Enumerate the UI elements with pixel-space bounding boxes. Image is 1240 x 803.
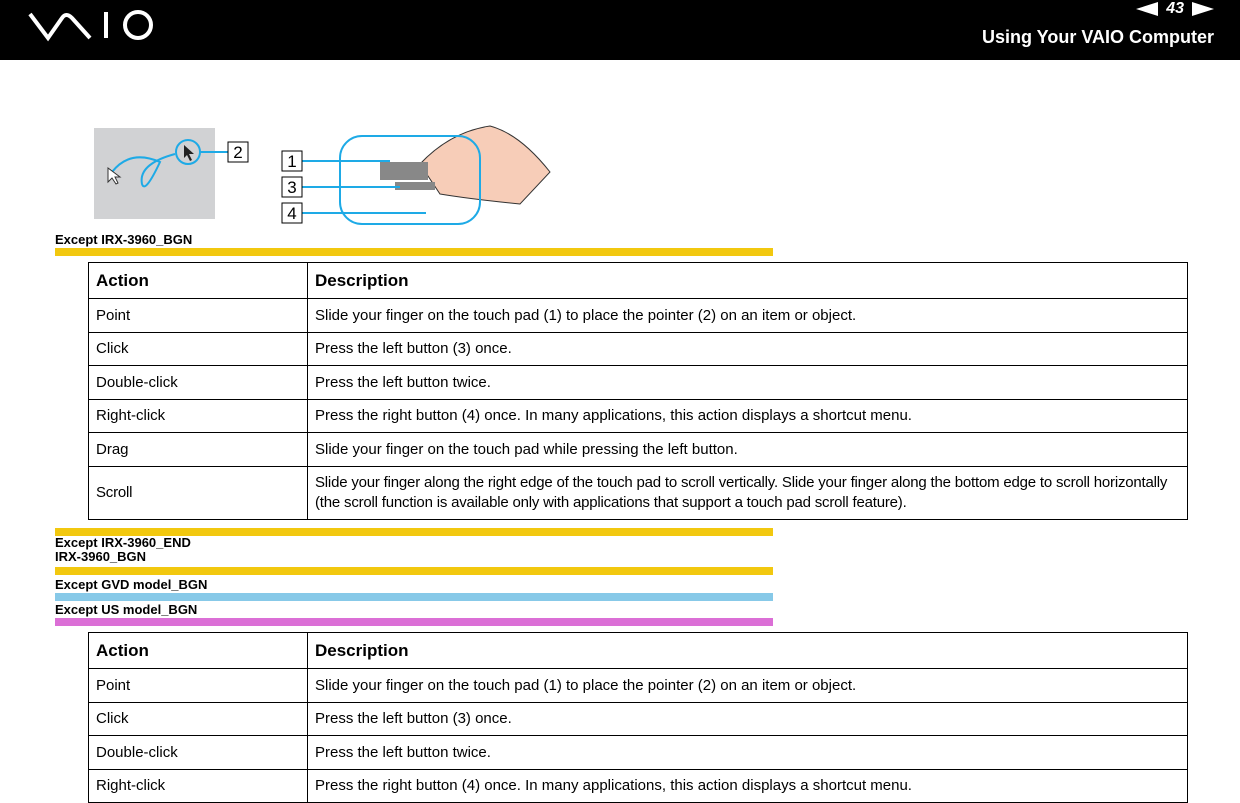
yellow-bar — [55, 528, 773, 536]
marker-except-us-bgn: Except US model_BGN — [55, 602, 198, 617]
section-title: Using Your VAIO Computer — [981, 27, 1214, 47]
table-cell: Slide your finger on the touch pad (1) t… — [307, 668, 1188, 703]
table-row: Click Press the left button (3) once. — [88, 701, 1188, 736]
table-cell: Click — [88, 701, 308, 736]
table-cell: Point — [88, 668, 308, 703]
marker-except-gvd-bgn: Except GVD model_BGN — [55, 577, 208, 592]
table-cell: Slide your finger on the touch pad while… — [307, 432, 1188, 467]
table-row: Click Press the left button (3) once. — [88, 331, 1188, 366]
table-cell: Double-click — [88, 735, 308, 770]
yellow-bar — [55, 248, 773, 256]
table-cell: Right-click — [88, 768, 308, 803]
callout-4: 4 — [287, 204, 296, 223]
header-description: Description — [307, 632, 1188, 669]
previous-page-icon[interactable] — [1136, 2, 1159, 16]
next-page-icon[interactable] — [1192, 2, 1214, 16]
table-row: Right-click Press the right button (4) on… — [88, 398, 1188, 433]
table-actions-2: Action Description Point Slide your finger… — [88, 632, 1188, 803]
callout-3: 3 — [287, 178, 296, 197]
table-cell: Slide your finger on the touch pad (1) t… — [307, 298, 1188, 333]
blue-bar — [55, 593, 773, 601]
table-cell: Click — [88, 331, 308, 366]
header-action: Action — [88, 632, 308, 669]
table-cell: Point — [88, 298, 308, 333]
table-header-row: Action Description — [88, 632, 1188, 669]
table-row: Point Slide your finger on the touch pad … — [88, 668, 1188, 703]
marker-irx-bgn: IRX-3960_BGN — [55, 549, 147, 564]
touchpad-illustration: 2 1 3 4 — [94, 125, 551, 225]
vaio-logo — [28, 10, 153, 42]
table-row: Double-click Press the left button twice. — [88, 365, 1188, 400]
yellow-bar — [55, 567, 773, 575]
table-row: Point Slide your finger on the touch pad … — [88, 298, 1188, 333]
table-cell: Press the left button (3) once. — [307, 701, 1188, 736]
header-description: Description — [307, 262, 1188, 299]
table-cell: Scroll — [88, 465, 308, 520]
table-row: Scroll Slide your finger along the right … — [88, 465, 1188, 520]
marker-except-irx-end: Except IRX-3960_END — [55, 535, 191, 550]
table-cell: Press the left button twice. — [307, 365, 1188, 400]
table-cell: Press the right button (4) once. In many… — [307, 768, 1188, 803]
table-cell: Double-click — [88, 365, 308, 400]
table-cell: Press the left button (3) once. — [307, 331, 1188, 366]
table-row: Drag Slide your finger on the touch pad w… — [88, 432, 1188, 467]
table-cell: Slide your finger along the right edge o… — [307, 465, 1188, 520]
pink-bar — [55, 618, 773, 626]
callout-1: 1 — [287, 152, 296, 171]
marker-except-irx-bgn: Except IRX-3960_BGN — [55, 232, 193, 247]
table-cell: Press the left button twice. — [307, 735, 1188, 770]
table-row: Right-click Press the right button (4) on… — [88, 768, 1188, 803]
callout-2: 2 — [233, 143, 242, 162]
header-action: Action — [88, 262, 308, 299]
table-header-row: Action Description — [88, 262, 1188, 299]
table-cell: Press the right button (4) once. In many… — [307, 398, 1188, 433]
table-cell: Drag — [88, 432, 308, 467]
table-actions-1: Action Description Point Slide your finger… — [88, 262, 1188, 520]
table-row: Double-click Press the left button twice. — [88, 735, 1188, 770]
table-cell: Right-click — [88, 398, 308, 433]
page-header: 43 Using Your VAIO Computer — [0, 0, 1240, 60]
page-number: 43 — [1166, 0, 1184, 17]
